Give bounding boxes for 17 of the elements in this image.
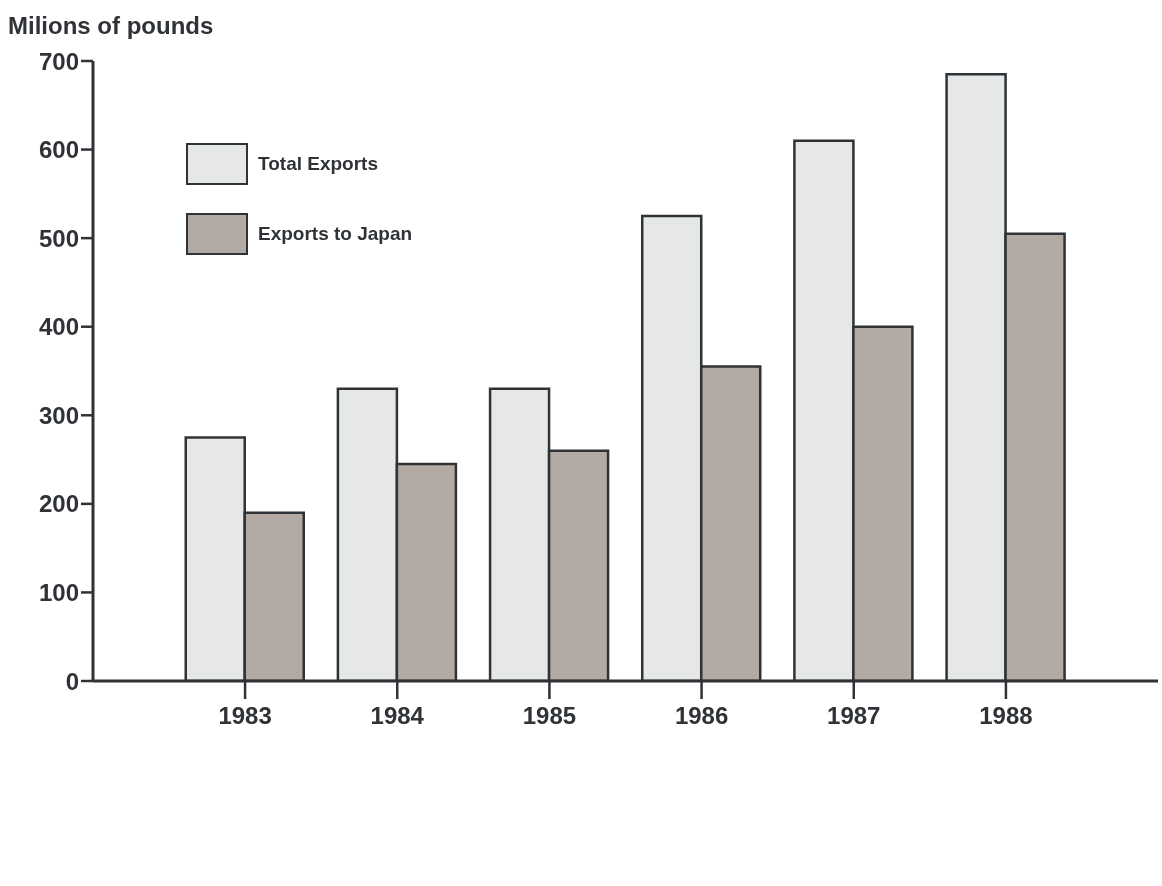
- x-tick-label: 1985: [522, 702, 577, 730]
- y-tick-label: 600: [38, 136, 79, 164]
- y-tick-label: 0: [65, 667, 79, 695]
- y-tick-label: 700: [38, 47, 79, 75]
- y-tick-label: 300: [38, 401, 79, 429]
- y-tick-label: 400: [38, 313, 79, 341]
- y-tick-label: 200: [38, 490, 79, 518]
- x-tick-label: 1988: [979, 702, 1033, 730]
- y-axis-title: Milions of pounds: [8, 12, 214, 40]
- y-tick-label: 100: [38, 578, 79, 606]
- x-tick-label: 1986: [674, 702, 729, 730]
- legend-label: Total Exports: [258, 153, 378, 175]
- legend-label: Exports to Japan: [258, 223, 413, 245]
- x-tick-label: 1987: [827, 702, 881, 730]
- x-tick-label: 1983: [218, 702, 272, 730]
- y-tick-label: 500: [38, 224, 79, 252]
- x-tick-label: 1984: [370, 702, 425, 730]
